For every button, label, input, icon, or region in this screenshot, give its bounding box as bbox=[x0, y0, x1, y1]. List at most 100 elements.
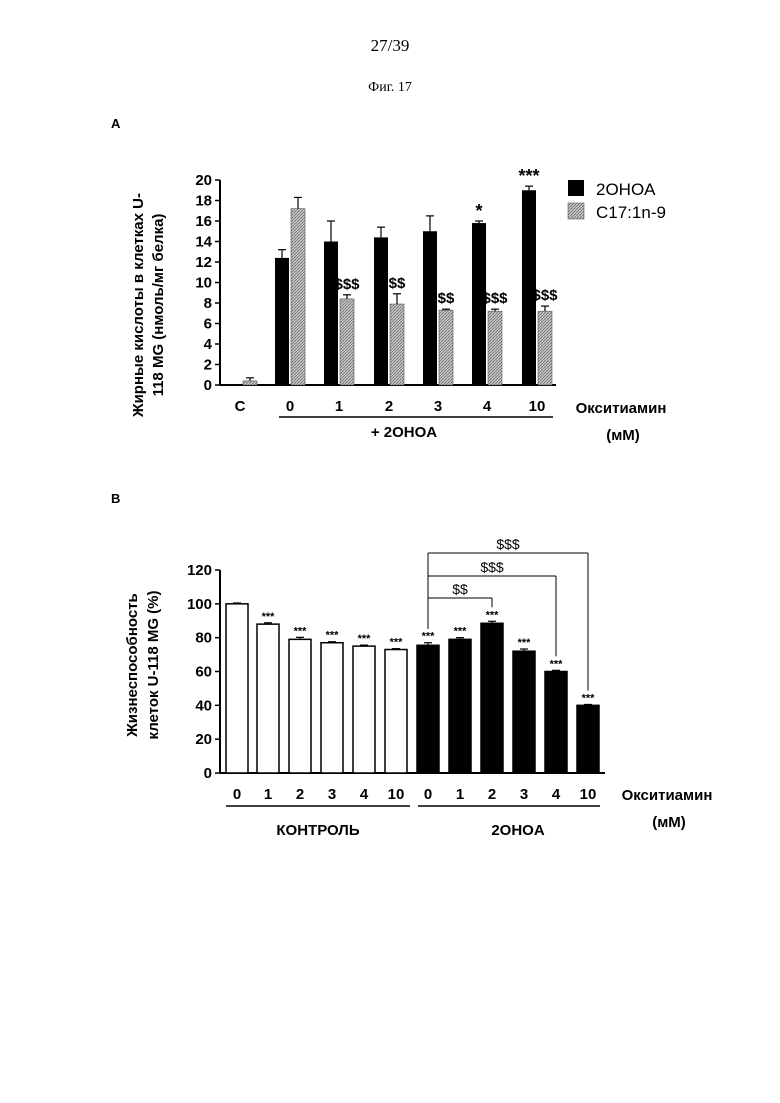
panel-a-bar-c17 bbox=[439, 310, 453, 385]
panel-b-x-tick-label: 2 bbox=[488, 786, 496, 803]
panel-b-letter: B bbox=[111, 491, 120, 506]
panel-b-bar-2ohoa bbox=[577, 705, 599, 773]
panel-a-y-tick-label: 14 bbox=[195, 234, 212, 251]
panel-b-y-tick-label: 120 bbox=[187, 562, 212, 579]
panel-a-y-label-line: Жирные кислоты в клетках U- bbox=[130, 193, 147, 418]
panel-b-y-tick-label: 40 bbox=[195, 697, 212, 714]
panel-b-bracket-label: $$ bbox=[452, 581, 468, 597]
panel-b-bar-2ohoa bbox=[449, 639, 471, 773]
panel-b-x-tick-label: 0 bbox=[233, 786, 241, 803]
panel-b-y-tick-label: 100 bbox=[187, 596, 212, 613]
panel-a-y-label: Жирные кислоты в клетках U-118 MG (нмоль… bbox=[130, 193, 167, 418]
panel-b-x-tick-label: 10 bbox=[388, 786, 405, 803]
panel-a-bar-2ohoa bbox=[324, 242, 338, 386]
panel-b-significance-star: *** bbox=[518, 637, 532, 649]
panel-a-x-label-line: Окситиамин bbox=[576, 400, 667, 417]
panel-a-significance-dollar: $$ bbox=[438, 290, 455, 307]
panel-b-y-label: Жизнеспособностьклеток U-118 MG (%) bbox=[124, 590, 162, 739]
panel-a-bar-c17 bbox=[390, 304, 404, 385]
panel-b-x-tick-label: 4 bbox=[552, 786, 561, 803]
panel-a-x-tick-label: 4 bbox=[483, 398, 492, 415]
panel-a-y-tick-label: 18 bbox=[195, 193, 212, 210]
panel-a-legend-label: C17:1n-9 bbox=[596, 203, 666, 222]
panel-a-significance-dollar: $$$ bbox=[482, 290, 508, 307]
figure-17: A02468101214161820Жирные кислоты в клетк… bbox=[0, 0, 780, 1103]
panel-b-bar-2ohoa bbox=[545, 672, 567, 774]
panel-a-significance-star: *** bbox=[518, 166, 539, 186]
panel-a-y-tick-label: 0 bbox=[204, 377, 212, 394]
panel-a-significance-dollar: $$ bbox=[389, 275, 406, 292]
panel-a-x-tick-label: 2 bbox=[385, 398, 393, 415]
panel-b-x-tick-label: 3 bbox=[328, 786, 336, 803]
panel-a-legend-label: 2OHOA bbox=[596, 180, 656, 199]
panel-b-bar-2ohoa bbox=[513, 651, 535, 773]
panel-a-x-tick-label: 10 bbox=[529, 398, 546, 415]
panel-b-x-tick-label: 1 bbox=[456, 786, 464, 803]
panel-b-y-tick-label: 80 bbox=[195, 630, 212, 647]
panel-b-bar-2ohoa bbox=[417, 645, 439, 773]
panel-a-chart: A02468101214161820Жирные кислоты в клетк… bbox=[111, 116, 666, 444]
panel-a-legend-swatch-c17 bbox=[568, 203, 584, 219]
panel-b-x-tick-label: 3 bbox=[520, 786, 528, 803]
panel-b-significance-star: *** bbox=[358, 633, 372, 645]
panel-b-bar-control bbox=[289, 639, 311, 773]
panel-a-y-tick-label: 16 bbox=[195, 213, 212, 230]
panel-a-significance-dollar: $$$ bbox=[532, 287, 558, 304]
panel-b-x-label-line: (мМ) bbox=[652, 814, 686, 831]
panel-b-significance-star: *** bbox=[326, 630, 340, 642]
panel-b-x-tick-label: 0 bbox=[424, 786, 432, 803]
panel-a-x-tick-label: C bbox=[235, 398, 246, 415]
panel-a-bar-c17 bbox=[340, 299, 354, 385]
panel-b-significance-star: *** bbox=[262, 611, 276, 623]
panel-b-x-tick-label: 10 bbox=[580, 786, 597, 803]
panel-a-bar-c17 bbox=[291, 209, 305, 385]
panel-b-x-tick-label: 2 bbox=[296, 786, 304, 803]
panel-b-x-tick-label: 1 bbox=[264, 786, 272, 803]
panel-a-x-tick-label: 0 bbox=[286, 398, 294, 415]
panel-b-y-label-line: Жизнеспособность bbox=[124, 593, 141, 738]
panel-b-y-label-line: клеток U-118 MG (%) bbox=[145, 590, 162, 739]
panel-a-bar-c17 bbox=[243, 381, 257, 385]
panel-a-group-label: + 2OHOA bbox=[371, 424, 437, 441]
panel-b-bracket-label: $$$ bbox=[480, 559, 504, 575]
panel-b-x-tick-label: 4 bbox=[360, 786, 369, 803]
panel-b-significance-star: *** bbox=[454, 626, 468, 638]
panel-b-significance-star: *** bbox=[294, 625, 308, 637]
panel-a-y-tick-label: 2 bbox=[204, 357, 212, 374]
panel-b-x-label-line: Окситиамин bbox=[622, 787, 713, 804]
panel-a-y-tick-label: 10 bbox=[195, 275, 212, 292]
panel-b-significance-star: *** bbox=[486, 609, 500, 621]
panel-b-bar-control bbox=[353, 646, 375, 773]
panel-a-letter: A bbox=[111, 116, 121, 131]
panel-a-bar-c17 bbox=[538, 311, 552, 385]
panel-a-y-label-line: 118 MG (нмоль/мг белка) bbox=[150, 214, 167, 397]
panel-b-bar-2ohoa bbox=[481, 623, 503, 773]
panel-b-significance-star: *** bbox=[582, 692, 596, 704]
panel-b-bar-control bbox=[321, 643, 343, 773]
panel-a-x-tick-label: 1 bbox=[335, 398, 343, 415]
panel-a-y-tick-label: 8 bbox=[204, 295, 212, 312]
panel-b-significance-star: *** bbox=[422, 631, 436, 643]
panel-a-significance-dollar: $$$ bbox=[334, 276, 360, 293]
panel-a-legend-swatch-2ohoa bbox=[568, 180, 584, 196]
panel-b-y-tick-label: 0 bbox=[204, 765, 212, 782]
panel-b-significance-star: *** bbox=[550, 658, 564, 670]
panel-a-y-tick-label: 6 bbox=[204, 316, 212, 333]
panel-a-bar-2ohoa bbox=[374, 237, 388, 385]
panel-b-y-tick-label: 60 bbox=[195, 664, 212, 681]
panel-b-group-label: 2OHOA bbox=[491, 822, 545, 839]
panel-a-bar-2ohoa bbox=[275, 258, 289, 385]
panel-a-bar-2ohoa bbox=[423, 231, 437, 385]
panel-a-y-tick-label: 4 bbox=[204, 336, 213, 353]
panel-b-bar-control bbox=[257, 624, 279, 773]
panel-b-group-label: КОНТРОЛЬ bbox=[276, 822, 359, 839]
panel-b-y-tick-label: 20 bbox=[195, 731, 212, 748]
panel-b-significance-star: *** bbox=[390, 637, 404, 649]
panel-a-y-tick-label: 12 bbox=[195, 254, 212, 271]
panel-b-bracket-label: $$$ bbox=[496, 536, 520, 552]
panel-a-x-tick-label: 3 bbox=[434, 398, 442, 415]
panel-a-x-label-line: (мМ) bbox=[606, 427, 640, 444]
panel-a-bar-c17 bbox=[488, 311, 502, 385]
panel-b-bar-control bbox=[226, 604, 248, 773]
panel-b-chart: B020406080100120Жизнеспособностьклеток U… bbox=[111, 491, 712, 839]
